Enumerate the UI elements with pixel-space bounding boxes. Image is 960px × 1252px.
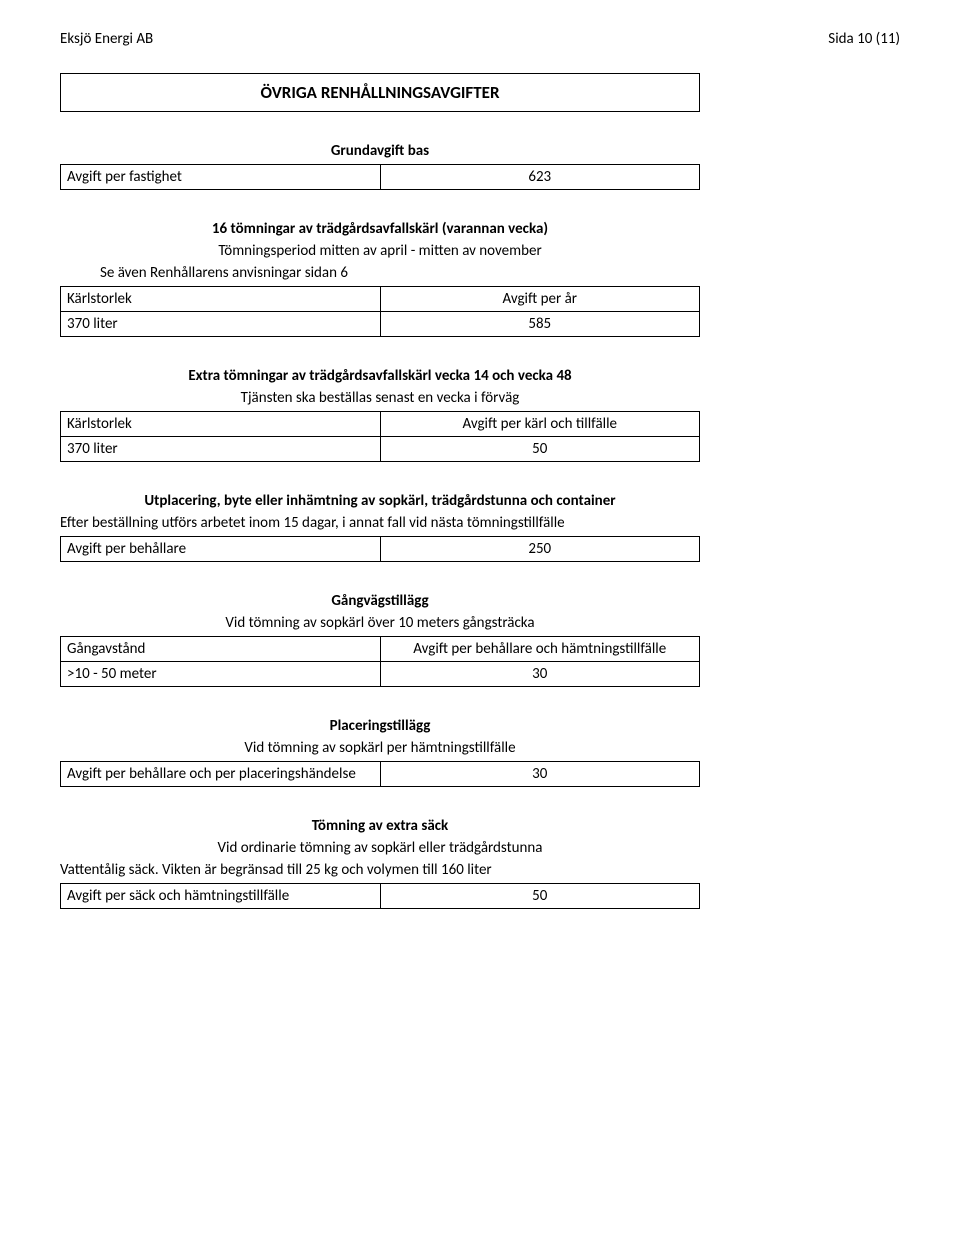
section-extra-tomningar: Extra tömningar av trädgårdsavfallskärl …: [60, 367, 900, 462]
table-row: 370 liter 50: [61, 437, 700, 462]
table-cell-left: 370 liter: [61, 312, 381, 337]
table-cell-right: 250: [380, 537, 700, 562]
section-preamble: Efter beställning utförs arbetet inom 15…: [60, 514, 700, 532]
table-extra-tomningar: Kärlstorlek Avgift per kärl och tillfäll…: [60, 411, 700, 462]
page-header: Eksjö Energi AB Sida 10 (11): [60, 30, 900, 48]
table-cell-left: 370 liter: [61, 437, 381, 462]
table-cell-left: Avgift per fastighet: [61, 165, 381, 190]
table-cell-left: Kärlstorlek: [61, 287, 381, 312]
table-cell-left: Avgift per säck och hämtningstillfälle: [61, 884, 381, 909]
section-subtitle: Tjänsten ska beställas senast en vecka i…: [60, 389, 700, 407]
table-cell-left: Kärlstorlek: [61, 412, 381, 437]
table-row: >10 - 50 meter 30: [61, 662, 700, 687]
table-cell-left: Avgift per behållare: [61, 537, 381, 562]
section-title: Grundavgift bas: [60, 142, 700, 160]
table-grundavgift: Avgift per fastighet 623: [60, 164, 700, 190]
table-cell-right: 50: [380, 884, 700, 909]
table-row: Avgift per säck och hämtningstillfälle 5…: [61, 884, 700, 909]
table-placeringstillagg: Avgift per behållare och per placeringsh…: [60, 761, 700, 787]
section-subtitle: Vid tömning av sopkärl över 10 meters gå…: [60, 614, 700, 632]
table-row: 370 liter 585: [61, 312, 700, 337]
section-grundavgift: Grundavgift bas Avgift per fastighet 623: [60, 142, 900, 190]
table-row: Avgift per fastighet 623: [61, 165, 700, 190]
table-cell-right: Avgift per kärl och tillfälle: [380, 412, 700, 437]
section-tomningar16: 16 tömningar av trädgårdsavfallskärl (va…: [60, 220, 900, 337]
section-title: Tömning av extra säck: [60, 817, 700, 835]
page-number: Sida 10 (11): [828, 30, 900, 48]
table-cell-right: 50: [380, 437, 700, 462]
table-tomningar16: Kärlstorlek Avgift per år 370 liter 585: [60, 286, 700, 337]
company-name: Eksjö Energi AB: [60, 30, 153, 48]
table-cell-right: 30: [380, 762, 700, 787]
table-cell-right: 585: [380, 312, 700, 337]
section-subtitle: Vid tömning av sopkärl per hämtningstill…: [60, 739, 700, 757]
table-cell-right: 623: [380, 165, 700, 190]
section-utplacering: Utplacering, byte eller inhämtning av so…: [60, 492, 900, 562]
section-placeringstillagg: Placeringstillägg Vid tömning av sopkärl…: [60, 717, 900, 787]
section-gangvagstillagg: Gångvägstillägg Vid tömning av sopkärl ö…: [60, 592, 900, 687]
table-cell-right: Avgift per år: [380, 287, 700, 312]
section-tomning-extra-sack: Tömning av extra säck Vid ordinarie tömn…: [60, 817, 900, 909]
table-row: Avgift per behållare 250: [61, 537, 700, 562]
table-cell-right: 30: [380, 662, 700, 687]
section-title: 16 tömningar av trädgårdsavfallskärl (va…: [60, 220, 700, 238]
section-subtitle: Vid ordinarie tömning av sopkärl eller t…: [60, 839, 700, 857]
section-preamble: Vattentålig säck. Vikten är begränsad ti…: [60, 861, 700, 879]
section-title: Gångvägstillägg: [60, 592, 700, 610]
section-subtitle: Tömningsperiod mitten av april - mitten …: [60, 242, 700, 260]
table-tomning-extra-sack: Avgift per säck och hämtningstillfälle 5…: [60, 883, 700, 909]
main-title-box: ÖVRIGA RENHÅLLNINGSAVGIFTER: [60, 73, 700, 112]
table-gangvagstillagg: Gångavstånd Avgift per behållare och häm…: [60, 636, 700, 687]
section-note: Se även Renhållarens anvisningar sidan 6: [60, 264, 900, 282]
table-row: Kärlstorlek Avgift per kärl och tillfäll…: [61, 412, 700, 437]
main-title: ÖVRIGA RENHÅLLNINGSAVGIFTER: [71, 82, 689, 103]
table-row: Kärlstorlek Avgift per år: [61, 287, 700, 312]
table-cell-left: Gångavstånd: [61, 637, 381, 662]
table-row: Avgift per behållare och per placeringsh…: [61, 762, 700, 787]
table-cell-left: Avgift per behållare och per placeringsh…: [61, 762, 381, 787]
section-title: Placeringstillägg: [60, 717, 700, 735]
table-cell-right: Avgift per behållare och hämtningstillfä…: [380, 637, 700, 662]
table-row: Gångavstånd Avgift per behållare och häm…: [61, 637, 700, 662]
section-title: Extra tömningar av trädgårdsavfallskärl …: [60, 367, 700, 385]
section-title: Utplacering, byte eller inhämtning av so…: [60, 492, 700, 510]
table-cell-left: >10 - 50 meter: [61, 662, 381, 687]
table-utplacering: Avgift per behållare 250: [60, 536, 700, 562]
